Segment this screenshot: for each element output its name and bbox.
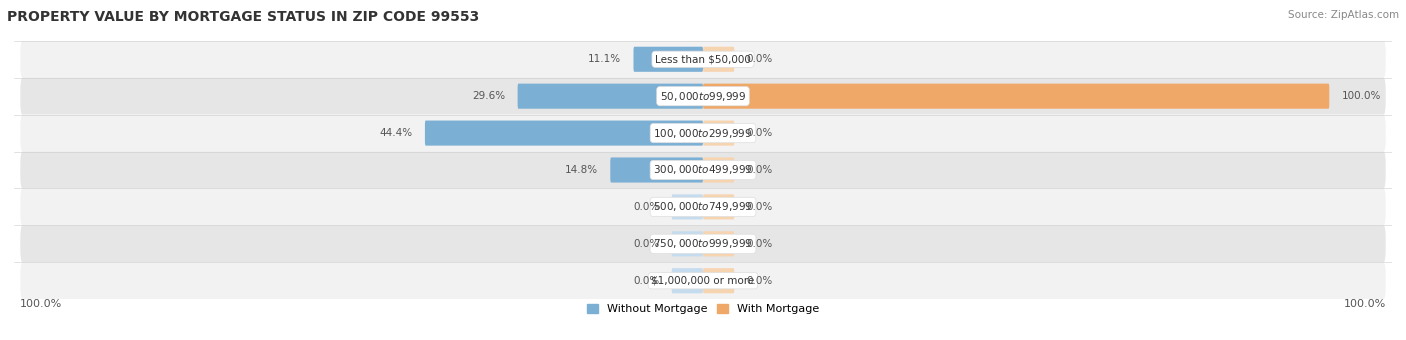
Text: 0.0%: 0.0% bbox=[747, 165, 773, 175]
Text: PROPERTY VALUE BY MORTGAGE STATUS IN ZIP CODE 99553: PROPERTY VALUE BY MORTGAGE STATUS IN ZIP… bbox=[7, 10, 479, 24]
Text: 0.0%: 0.0% bbox=[633, 276, 659, 286]
FancyBboxPatch shape bbox=[672, 231, 703, 256]
Text: $300,000 to $499,999: $300,000 to $499,999 bbox=[654, 164, 752, 176]
FancyBboxPatch shape bbox=[703, 157, 734, 183]
Text: 100.0%: 100.0% bbox=[1343, 299, 1386, 309]
FancyBboxPatch shape bbox=[20, 115, 1386, 152]
Text: 0.0%: 0.0% bbox=[747, 54, 773, 64]
Text: $100,000 to $299,999: $100,000 to $299,999 bbox=[654, 126, 752, 140]
FancyBboxPatch shape bbox=[517, 84, 703, 109]
FancyBboxPatch shape bbox=[703, 121, 734, 146]
Text: Less than $50,000: Less than $50,000 bbox=[655, 54, 751, 64]
FancyBboxPatch shape bbox=[672, 268, 703, 293]
FancyBboxPatch shape bbox=[610, 157, 703, 183]
Text: $750,000 to $999,999: $750,000 to $999,999 bbox=[654, 237, 752, 250]
FancyBboxPatch shape bbox=[20, 152, 1386, 188]
Text: 100.0%: 100.0% bbox=[20, 299, 63, 309]
Text: 0.0%: 0.0% bbox=[747, 128, 773, 138]
Text: Source: ZipAtlas.com: Source: ZipAtlas.com bbox=[1288, 10, 1399, 20]
Text: 0.0%: 0.0% bbox=[747, 202, 773, 212]
FancyBboxPatch shape bbox=[703, 268, 734, 293]
FancyBboxPatch shape bbox=[703, 194, 734, 219]
Text: 100.0%: 100.0% bbox=[1341, 91, 1381, 101]
Text: 11.1%: 11.1% bbox=[588, 54, 621, 64]
Text: 44.4%: 44.4% bbox=[380, 128, 412, 138]
FancyBboxPatch shape bbox=[20, 262, 1386, 299]
Text: 0.0%: 0.0% bbox=[747, 276, 773, 286]
Text: 14.8%: 14.8% bbox=[565, 165, 598, 175]
Text: 29.6%: 29.6% bbox=[472, 91, 505, 101]
FancyBboxPatch shape bbox=[20, 78, 1386, 115]
FancyBboxPatch shape bbox=[703, 47, 734, 72]
FancyBboxPatch shape bbox=[703, 231, 734, 256]
FancyBboxPatch shape bbox=[703, 84, 1329, 109]
Text: $1,000,000 or more: $1,000,000 or more bbox=[651, 276, 755, 286]
Text: 0.0%: 0.0% bbox=[633, 239, 659, 249]
FancyBboxPatch shape bbox=[20, 188, 1386, 225]
Text: $500,000 to $749,999: $500,000 to $749,999 bbox=[654, 200, 752, 214]
Text: 0.0%: 0.0% bbox=[747, 239, 773, 249]
FancyBboxPatch shape bbox=[425, 121, 703, 146]
FancyBboxPatch shape bbox=[20, 225, 1386, 262]
FancyBboxPatch shape bbox=[20, 41, 1386, 78]
Text: 0.0%: 0.0% bbox=[633, 202, 659, 212]
FancyBboxPatch shape bbox=[672, 194, 703, 219]
Legend: Without Mortgage, With Mortgage: Without Mortgage, With Mortgage bbox=[588, 304, 818, 314]
Text: $50,000 to $99,999: $50,000 to $99,999 bbox=[659, 90, 747, 103]
FancyBboxPatch shape bbox=[634, 47, 703, 72]
